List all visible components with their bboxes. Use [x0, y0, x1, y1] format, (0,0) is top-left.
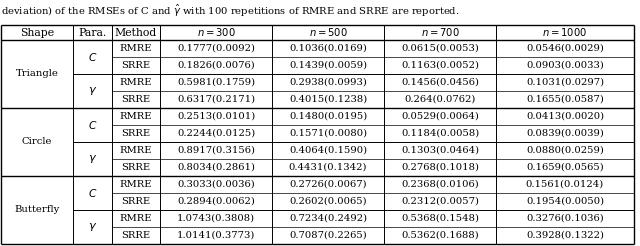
Text: 0.1303(0.0464): 0.1303(0.0464) [401, 146, 479, 155]
Text: RMRE: RMRE [120, 214, 152, 223]
Text: 0.2894(0.0062): 0.2894(0.0062) [177, 197, 255, 206]
Text: SRRE: SRRE [122, 129, 150, 138]
Text: 0.2513(0.0101): 0.2513(0.0101) [177, 112, 255, 121]
Text: 0.0615(0.0053): 0.0615(0.0053) [401, 44, 479, 53]
Text: 0.1655(0.0587): 0.1655(0.0587) [526, 95, 604, 104]
Text: 0.2938(0.0993): 0.2938(0.0993) [289, 78, 367, 87]
Text: 0.2244(0.0125): 0.2244(0.0125) [177, 129, 255, 138]
Text: 0.5368(0.1548): 0.5368(0.1548) [401, 214, 479, 223]
Text: deviation) of the RMSEs of C and $\hat{\gamma}$ with 100 repetitions of RMRE and: deviation) of the RMSEs of C and $\hat{\… [1, 3, 460, 19]
Text: $n = 300$: $n = 300$ [196, 27, 236, 39]
Text: RMRE: RMRE [120, 78, 152, 87]
Text: 1.0141(0.3773): 1.0141(0.3773) [177, 231, 255, 240]
Text: 0.4431(0.1342): 0.4431(0.1342) [289, 163, 367, 172]
Text: SRRE: SRRE [122, 61, 150, 70]
Text: $\gamma$: $\gamma$ [88, 85, 97, 97]
Text: 0.1031(0.0297): 0.1031(0.0297) [526, 78, 604, 87]
Text: 0.0546(0.0029): 0.0546(0.0029) [526, 44, 604, 53]
Text: 0.1561(0.0124): 0.1561(0.0124) [526, 180, 604, 189]
Text: 0.264(0.0762): 0.264(0.0762) [404, 95, 476, 104]
Text: 0.3276(0.1036): 0.3276(0.1036) [526, 214, 604, 223]
Text: SRRE: SRRE [122, 231, 150, 240]
Text: Para.: Para. [78, 28, 107, 37]
Text: 0.4064(0.1590): 0.4064(0.1590) [289, 146, 367, 155]
Text: 0.3928(0.1322): 0.3928(0.1322) [526, 231, 604, 240]
Text: $\gamma$: $\gamma$ [88, 221, 97, 233]
Text: Butterfly: Butterfly [14, 205, 60, 215]
Text: RMRE: RMRE [120, 44, 152, 53]
Text: Circle: Circle [22, 138, 52, 147]
Text: 0.1456(0.0456): 0.1456(0.0456) [401, 78, 479, 87]
Text: 0.2726(0.0067): 0.2726(0.0067) [289, 180, 367, 189]
Text: 0.6317(0.2171): 0.6317(0.2171) [177, 95, 255, 104]
Text: RMRE: RMRE [120, 180, 152, 189]
Text: 0.1439(0.0059): 0.1439(0.0059) [289, 61, 367, 70]
Text: 1.0743(0.3808): 1.0743(0.3808) [177, 214, 255, 223]
Text: 0.1163(0.0052): 0.1163(0.0052) [401, 61, 479, 70]
Text: $n = 700$: $n = 700$ [420, 27, 460, 39]
Text: 0.7234(0.2492): 0.7234(0.2492) [289, 214, 367, 223]
Text: 0.8917(0.3156): 0.8917(0.3156) [177, 146, 255, 155]
Text: 0.1571(0.0080): 0.1571(0.0080) [289, 129, 367, 138]
Text: 0.5362(0.1688): 0.5362(0.1688) [401, 231, 479, 240]
Text: $C$: $C$ [88, 119, 97, 131]
Text: 0.7087(0.2265): 0.7087(0.2265) [289, 231, 367, 240]
Text: 0.3033(0.0036): 0.3033(0.0036) [177, 180, 255, 189]
Text: 0.2368(0.0106): 0.2368(0.0106) [401, 180, 479, 189]
Text: 0.5981(0.1759): 0.5981(0.1759) [177, 78, 255, 87]
Text: $C$: $C$ [88, 187, 97, 199]
Text: RMRE: RMRE [120, 112, 152, 121]
Text: 0.1777(0.0092): 0.1777(0.0092) [177, 44, 255, 53]
Text: 0.1184(0.0058): 0.1184(0.0058) [401, 129, 479, 138]
Text: SRRE: SRRE [122, 197, 150, 206]
Text: 0.0839(0.0039): 0.0839(0.0039) [526, 129, 604, 138]
Text: 0.4015(0.1238): 0.4015(0.1238) [289, 95, 367, 104]
Text: 0.0413(0.0020): 0.0413(0.0020) [526, 112, 604, 121]
Text: 0.0903(0.0033): 0.0903(0.0033) [526, 61, 604, 70]
Text: 0.2602(0.0065): 0.2602(0.0065) [289, 197, 367, 206]
Text: 0.8034(0.2861): 0.8034(0.2861) [177, 163, 255, 172]
Text: $n = 1000$: $n = 1000$ [542, 27, 588, 39]
Text: $C$: $C$ [88, 51, 97, 63]
Text: 0.1826(0.0076): 0.1826(0.0076) [177, 61, 255, 70]
Text: 0.1036(0.0169): 0.1036(0.0169) [289, 44, 367, 53]
Text: SRRE: SRRE [122, 163, 150, 172]
Text: SRRE: SRRE [122, 95, 150, 104]
Text: $\gamma$: $\gamma$ [88, 153, 97, 165]
Text: Shape: Shape [20, 28, 54, 37]
Text: 0.1659(0.0565): 0.1659(0.0565) [526, 163, 604, 172]
Text: $n = 500$: $n = 500$ [308, 27, 348, 39]
Text: Method: Method [115, 28, 157, 37]
Text: 0.1480(0.0195): 0.1480(0.0195) [289, 112, 367, 121]
Text: Triangle: Triangle [15, 70, 58, 78]
Text: 0.0529(0.0064): 0.0529(0.0064) [401, 112, 479, 121]
Text: 0.1954(0.0050): 0.1954(0.0050) [526, 197, 604, 206]
Text: 0.2312(0.0057): 0.2312(0.0057) [401, 197, 479, 206]
Text: 0.2768(0.1018): 0.2768(0.1018) [401, 163, 479, 172]
Text: RMRE: RMRE [120, 146, 152, 155]
Text: 0.0880(0.0259): 0.0880(0.0259) [526, 146, 604, 155]
